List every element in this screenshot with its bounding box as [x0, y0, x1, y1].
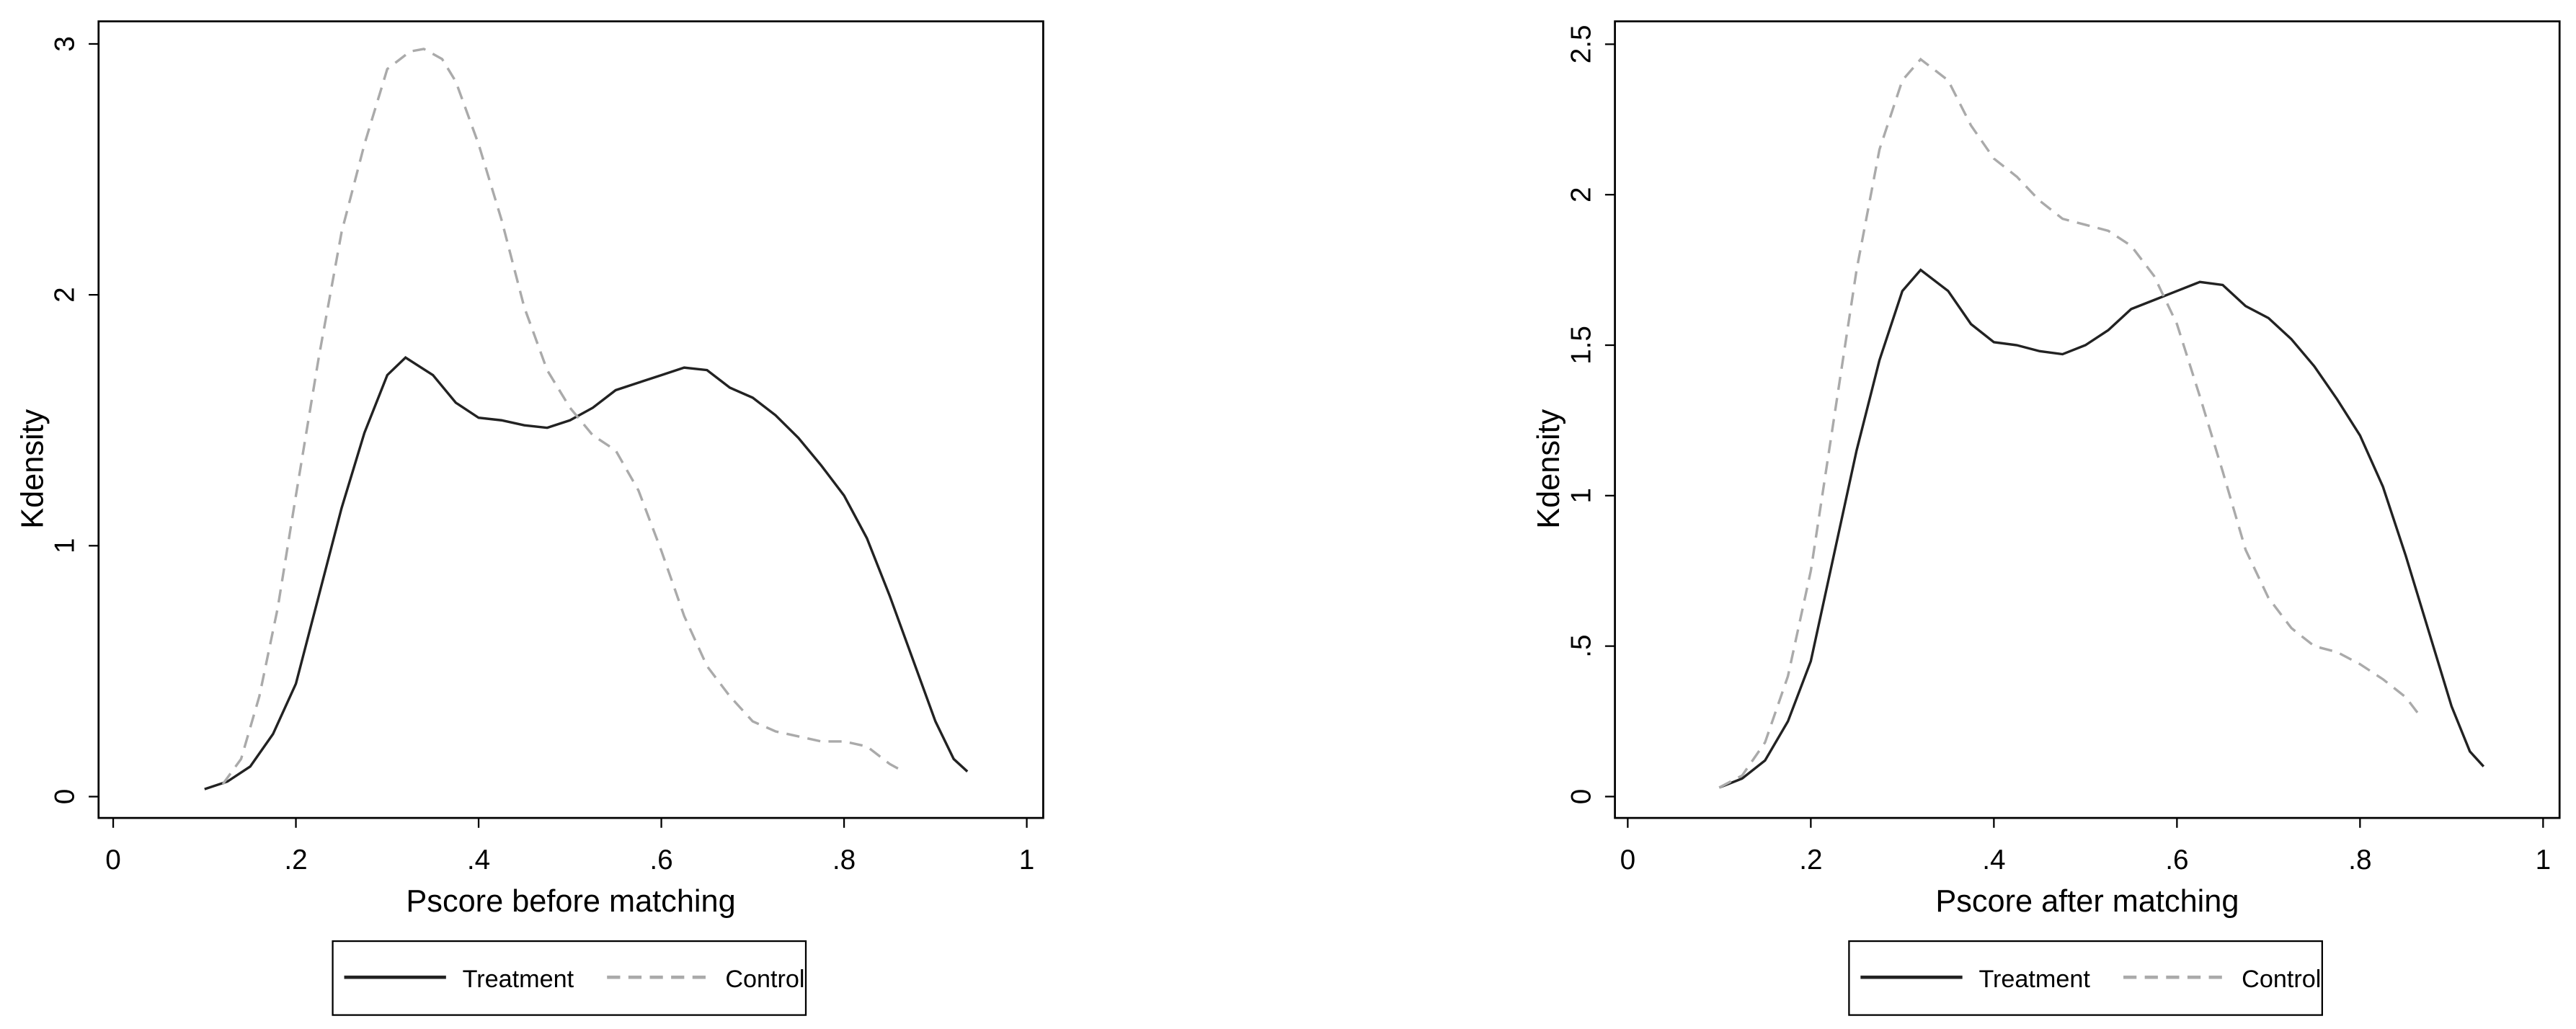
x-tick-label: .6	[649, 845, 672, 876]
y-tick-label: 3	[50, 36, 81, 52]
x-axis-label: Pscore before matching	[406, 884, 735, 919]
x-tick-label: 0	[1620, 845, 1636, 876]
y-axis-label: Kdensity	[15, 409, 50, 528]
y-tick-label: 1	[1565, 488, 1596, 504]
legend-label: Control	[725, 966, 804, 993]
plot-frame	[97, 20, 1044, 819]
x-tick-label: .8	[832, 845, 856, 876]
chart-panel: 0 .5 1 1.5 2 2.5 0 .2 .4 .6 .8 1 Pscore after matchi…	[1532, 20, 2561, 1016]
x-axis-label: Pscore after matching	[1935, 884, 2239, 919]
y-tick-label: .5	[1565, 634, 1596, 657]
x-tick-label: 1	[1019, 845, 1035, 876]
x-tick-label: .6	[2165, 845, 2188, 876]
x-tick-label: .4	[467, 845, 490, 876]
series-line	[204, 356, 969, 790]
y-tick-label: 2	[50, 287, 81, 303]
series-line	[1718, 57, 2421, 789]
y-tick-label: 0	[50, 789, 81, 805]
series-line	[221, 48, 905, 785]
plot-frame	[1614, 20, 2561, 819]
x-tick-label: 0	[105, 845, 121, 876]
y-axis-label: Kdensity	[1532, 409, 1566, 528]
y-tick-label: 0	[1565, 789, 1596, 805]
x-tick-label: .8	[2348, 845, 2371, 876]
y-tick-label: 1.5	[1565, 326, 1596, 365]
series-line	[1718, 268, 2485, 789]
y-tick-label: 2	[1565, 187, 1596, 202]
x-tick-label: 1	[2536, 845, 2551, 876]
legend-label: Treatment	[1978, 966, 2090, 993]
y-tick-label: 1	[50, 538, 81, 554]
legend-label: Treatment	[463, 966, 574, 993]
x-tick-label: .4	[1982, 845, 2005, 876]
y-tick-label: 2.5	[1565, 24, 1596, 63]
chart-panel: 0 1 2 3 0 .2 .4 .6 .8 1 Pscore before matching Kden…	[15, 20, 1044, 1016]
x-tick-label: .2	[284, 845, 307, 876]
legend-label: Control	[2242, 966, 2321, 993]
x-tick-label: .2	[1799, 845, 1822, 876]
